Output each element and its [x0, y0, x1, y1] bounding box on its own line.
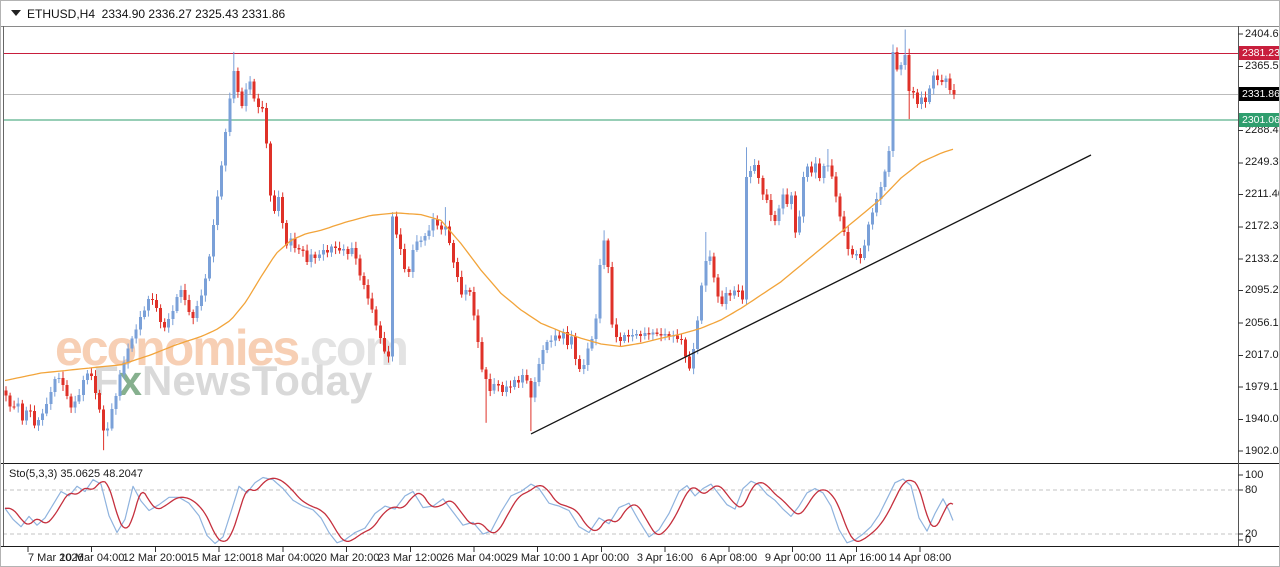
watermark-tagline-rest: NewsToday: [142, 357, 373, 404]
time-axis-label: 29 Mar 10:00: [505, 552, 571, 564]
time-axis-label: 23 Mar 12:00: [377, 552, 443, 564]
price-axis-label: 1940.00: [1245, 413, 1279, 425]
stochastic-indicator-label: Sto(5,3,3) 35.0625 48.2047: [9, 468, 143, 480]
price-axis-label: 2172.30: [1245, 220, 1279, 232]
price-axis-label: 2211.40: [1245, 188, 1279, 200]
watermark-domain: .com: [298, 320, 409, 376]
time-axis-label: 3 Apr 16:00: [636, 552, 694, 564]
resistance-price-box: 2381.23: [1239, 46, 1279, 60]
price-axis-label: 2056.15: [1245, 317, 1279, 329]
price-axis-label: 1902.05: [1245, 445, 1279, 457]
price-axis-label: 1979.10: [1245, 381, 1279, 393]
price-axis-label: 2095.25: [1245, 284, 1279, 296]
price-axis-label: 2249.35: [1245, 156, 1279, 168]
chevron-down-icon: [11, 10, 21, 16]
stochastic-axis-label: 20: [1245, 528, 1258, 540]
time-axis-label: 20 Mar 20:00: [314, 552, 380, 564]
time-axis-label: 26 Mar 04:00: [441, 552, 507, 564]
time-axis-label: 10 Mar 04:00: [59, 552, 125, 564]
watermark-fxnewstoday: FxNewsToday: [93, 357, 372, 405]
price-axis-label: 2288.45: [1245, 124, 1279, 136]
support-price-box: 2301.06: [1239, 113, 1279, 127]
time-axis-label: 11 Apr 16:00: [825, 552, 887, 564]
time-axis-label: 18 Mar 04:00: [250, 552, 316, 564]
time-axis-label: 1 Apr 00:00: [572, 552, 630, 564]
stochastic-axis-label: 80: [1245, 484, 1258, 496]
time-axis-label: 12 Mar 20:00: [122, 552, 188, 564]
price-axis-label: 2017.05: [1245, 349, 1279, 361]
stochastic-axis-label: 0: [1245, 534, 1252, 546]
price-axis-label: 2404.60: [1245, 28, 1279, 40]
time-axis-label: 15 Mar 12:00: [186, 552, 252, 564]
chart-title-bar: ETHUSD,H4 2334.90 2336.27 2325.43 2331.8…: [1, 1, 1279, 26]
current-price-box: 2331.86: [1239, 87, 1279, 101]
price-axis-label: 2133.20: [1245, 253, 1279, 265]
time-axis-label: 6 Apr 08:00: [700, 552, 758, 564]
time-axis-label: 9 Apr 00:00: [764, 552, 822, 564]
time-axis-label: 14 Apr 08:00: [888, 552, 952, 564]
chart-title: ETHUSD,H4 2334.90 2336.27 2325.43 2331.8…: [27, 7, 286, 21]
time-axis-label: 7 Mar 2026: [28, 552, 84, 564]
price-axis-label: 2365.50: [1245, 60, 1279, 72]
stochastic-axis-label: 100: [1245, 469, 1264, 481]
